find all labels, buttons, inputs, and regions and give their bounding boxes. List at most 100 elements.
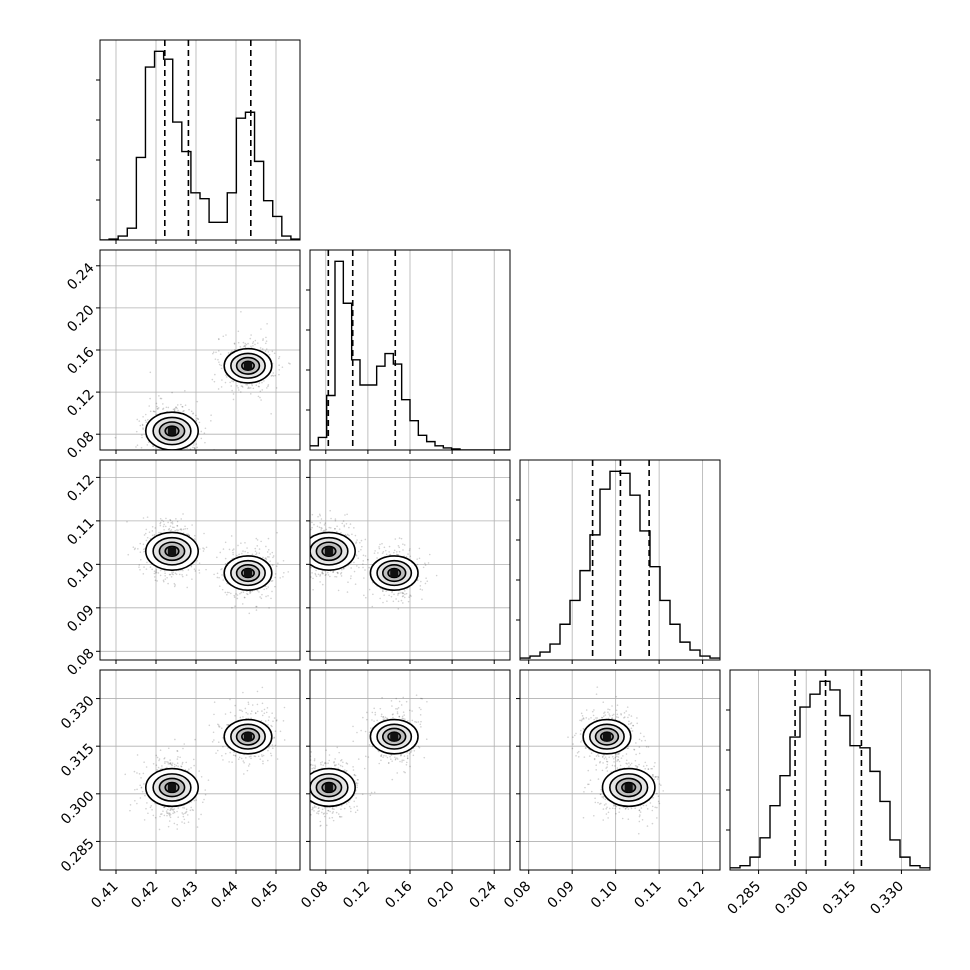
sample-point <box>378 547 381 550</box>
sample-point <box>398 546 401 549</box>
sample-point <box>603 804 606 806</box>
sample-point <box>393 551 395 554</box>
sample-point <box>167 825 170 828</box>
sample-point <box>188 408 190 411</box>
sample-point <box>428 553 431 556</box>
sample-point <box>173 408 176 411</box>
sample-point <box>408 549 411 552</box>
sample-point <box>279 730 282 733</box>
sample-point <box>645 764 648 767</box>
sample-point <box>384 549 387 552</box>
sample-point <box>407 600 410 603</box>
sample-point <box>190 452 192 454</box>
sample-point <box>657 775 659 778</box>
sample-point <box>141 423 144 426</box>
sample-point <box>657 795 660 798</box>
sample-point <box>397 594 399 596</box>
sample-point <box>606 806 608 809</box>
sample-point <box>400 599 403 602</box>
sample-point <box>217 741 220 744</box>
sample-point <box>270 724 272 727</box>
sample-point <box>317 515 319 518</box>
sample-point <box>172 808 174 811</box>
sample-point <box>201 801 204 804</box>
sample-point <box>324 574 327 577</box>
sample-point <box>397 608 400 610</box>
sample-point <box>340 532 342 534</box>
sample-point <box>422 566 425 569</box>
sample-point <box>302 534 304 536</box>
sample-point <box>274 730 277 732</box>
sample-point <box>183 743 186 745</box>
sample-point <box>154 410 156 413</box>
sample-point <box>247 386 250 389</box>
sample-point <box>281 366 284 368</box>
sample-point <box>391 760 393 762</box>
sample-point <box>292 777 294 779</box>
sample-point <box>361 793 364 796</box>
sample-point <box>396 708 399 710</box>
sample-point <box>133 770 136 773</box>
panel-frame <box>309 459 511 661</box>
sample-point <box>185 810 188 813</box>
sample-point <box>333 761 335 764</box>
sample-point <box>275 719 278 722</box>
sample-point <box>270 597 272 600</box>
sample-point <box>315 575 318 578</box>
sample-point <box>271 725 273 728</box>
sample-point <box>419 585 422 587</box>
sample-point <box>171 522 174 525</box>
x-tick-label: 0.16 <box>382 878 415 911</box>
sample-point <box>265 545 267 548</box>
sample-point <box>175 406 178 409</box>
sample-point <box>406 757 409 760</box>
sample-point <box>152 445 154 447</box>
sample-point <box>355 554 358 557</box>
sample-point <box>201 458 203 460</box>
sample-point <box>371 745 374 748</box>
sample-point <box>394 756 396 759</box>
sample-point <box>216 749 219 752</box>
sample-point <box>192 450 194 452</box>
sample-point <box>171 391 173 394</box>
sample-point <box>354 583 357 585</box>
sample-point <box>283 739 286 741</box>
sample-point <box>156 756 159 759</box>
sample-point <box>226 376 228 378</box>
sample-point <box>382 756 384 758</box>
sample-point <box>177 816 179 818</box>
sample-point <box>421 697 423 700</box>
sample-point <box>265 711 268 714</box>
sample-point <box>350 575 352 577</box>
sample-point <box>329 810 331 813</box>
sample-point <box>165 810 168 812</box>
sample-point <box>132 546 135 548</box>
sample-point <box>143 550 145 553</box>
sample-point <box>168 527 171 530</box>
sample-point <box>321 811 323 814</box>
sample-point <box>272 555 275 557</box>
sample-point <box>172 573 174 576</box>
sample-point <box>176 810 178 813</box>
sample-point <box>307 558 309 560</box>
sample-point <box>153 570 156 573</box>
sample-point <box>278 355 281 358</box>
sample-point <box>407 720 409 722</box>
sample-point <box>245 343 248 346</box>
sample-point <box>391 713 394 716</box>
sample-point <box>305 554 307 556</box>
histogram-panel-p0 <box>96 39 301 244</box>
sample-point <box>193 568 196 570</box>
sample-point <box>328 754 331 756</box>
sample-point <box>254 339 257 342</box>
density-peak <box>244 732 252 741</box>
sample-point <box>203 798 205 801</box>
sample-point <box>171 521 174 523</box>
sample-point <box>323 529 326 532</box>
sample-point <box>319 521 322 524</box>
sample-point <box>242 550 244 552</box>
sample-point <box>263 712 266 715</box>
sample-point <box>193 444 195 446</box>
sample-point <box>368 588 371 591</box>
sample-point <box>169 518 171 521</box>
